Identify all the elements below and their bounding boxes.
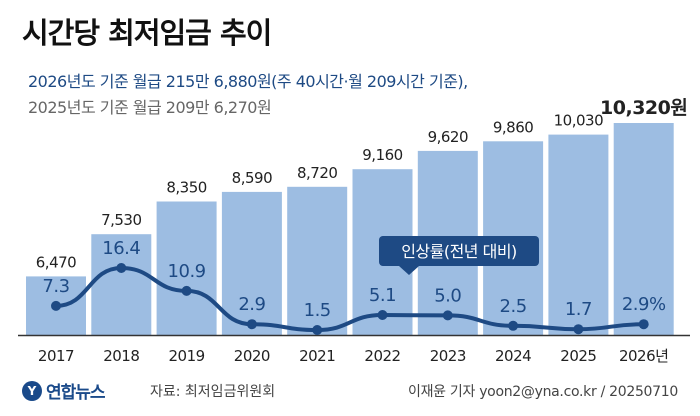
rate-label-2019: 10.9 [168,261,206,282]
bar-value-label-2018: 7,530 [101,211,141,229]
rate-label-2017: 7.3 [42,276,69,297]
subtitle-2025: 2025년도 기준 월급 209만 6,270원 [28,98,272,117]
x-tick-label-2026년: 2026년 [619,347,668,365]
rate-legend-label: 인상률(전년 대비) [401,242,517,261]
bar-value-label-2023: 9,620 [428,128,468,146]
rate-point-2020 [246,319,257,330]
rate-point-2023 [442,310,453,321]
yonhap-logo: Y 연합뉴스 [22,378,106,403]
bar-2021 [287,186,348,335]
bar-value-label-2025: 10,030 [554,112,604,130]
rate-point-2022 [377,310,388,320]
yonhap-logo-text: 연합뉴스 [46,383,106,403]
rate-label-2022: 5.1 [369,285,396,306]
bar-2026년 [613,123,674,335]
rate-point-2018 [116,263,127,273]
x-tick-label-2019: 2019 [169,347,205,365]
bar-2020 [221,191,282,335]
rate-label-2026년: 2.9% [622,294,666,315]
rate-label-2024: 2.5 [500,296,527,317]
x-tick-label-2021: 2021 [299,347,335,365]
bar-value-label-2022: 9,160 [362,146,402,164]
rate-point-2025 [573,324,584,335]
x-tick-label-2023: 2023 [430,347,466,365]
bar-2019 [156,201,217,335]
bar-value-label-2026년: 10,320원 [600,97,687,119]
rate-legend-pointer [399,266,419,275]
x-tick-label-2018: 2018 [103,347,139,365]
bar-2025 [548,134,609,335]
rate-point-2021 [312,325,323,335]
page-title: 시간당 최저임금 추이 [22,16,272,50]
x-tick-label-2025: 2025 [560,347,596,365]
bar-value-label-2019: 8,350 [166,179,206,197]
x-tick-label-2020: 2020 [234,347,270,365]
rate-label-2023: 5.0 [434,285,461,306]
rate-legend-box [379,236,539,266]
bar-value-label-2024: 9,860 [493,118,533,136]
x-tick-label-2022: 2022 [364,347,400,365]
yonhap-logo-mark: Y [22,380,42,401]
rate-line [54,265,646,333]
bar-2018 [91,234,152,335]
rate-label-2025: 1.7 [565,299,592,320]
rate-label-2018: 16.4 [102,238,140,259]
source-text: 자료: 최저임금위원회 [150,384,276,400]
subtitle-2026: 2026년도 기준 월급 215만 6,880원(주 40시간·월 209시간 … [28,72,468,91]
rate-point-2017 [51,300,61,311]
bar-value-label-2017: 6,470 [36,253,76,271]
rate-point-2019 [181,285,192,296]
rate-label-2020: 2.9 [238,294,265,315]
bar-value-label-2020: 8,590 [232,169,272,187]
rate-label-2021: 1.5 [304,300,331,321]
bar-value-label-2021: 8,720 [297,164,337,182]
rate-point-2026년 [638,319,649,330]
x-tick-label-2024: 2024 [495,347,531,365]
x-tick-label-2017: 2017 [38,347,74,365]
credit-text: 이재윤 기자 yoon2@yna.co.kr / 20250710 [408,384,678,400]
rate-point-2024 [508,320,519,331]
